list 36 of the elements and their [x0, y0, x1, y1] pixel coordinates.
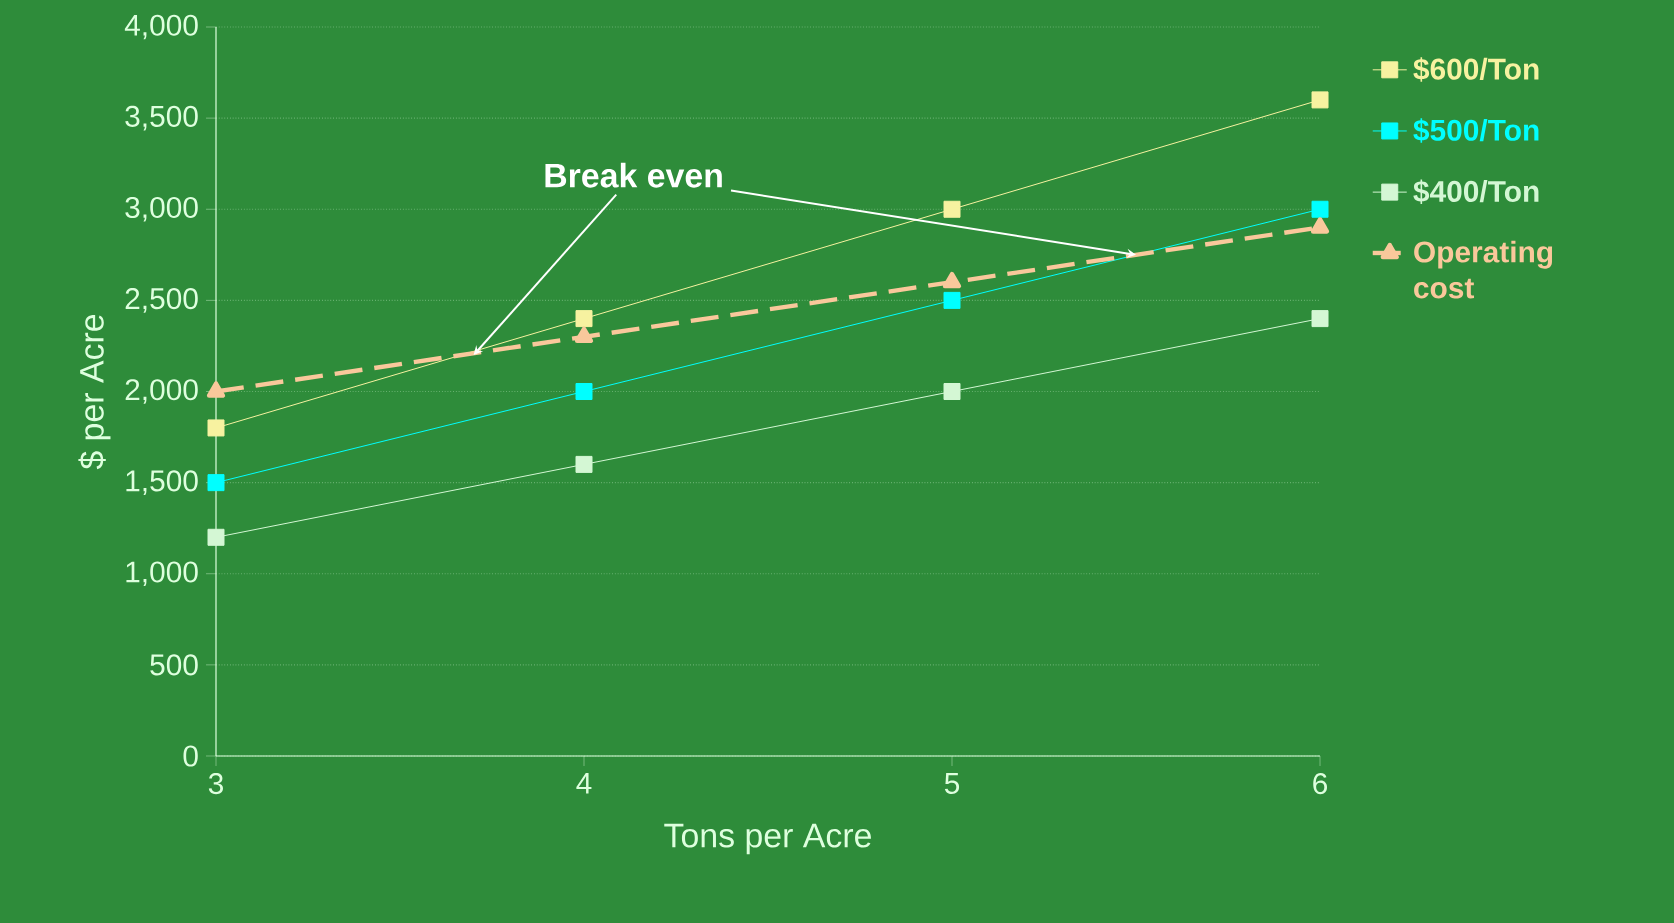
- point: [943, 291, 961, 309]
- point: [574, 326, 594, 344]
- point: [206, 381, 226, 398]
- point: [1310, 217, 1330, 234]
- point: [207, 419, 225, 437]
- legend-label: Operating cost: [1414, 240, 1553, 299]
- y-tick-label: 1,000: [126, 561, 198, 587]
- point: [1311, 91, 1329, 109]
- legend-label: $600/Ton: [1413, 57, 1539, 82]
- point: [207, 474, 225, 492]
- point: [943, 383, 961, 400]
- point: [575, 310, 593, 328]
- y-tick-label: 3,500: [125, 105, 198, 131]
- point: [1311, 310, 1329, 328]
- point: [943, 200, 961, 218]
- point: [575, 383, 593, 400]
- annotation: Break even: [545, 162, 722, 188]
- y-tick-label: 2,500: [125, 288, 198, 313]
- x-tick-label: 4: [576, 773, 592, 794]
- y-axis-title: $ per Acre: [78, 314, 111, 470]
- point: [207, 528, 225, 546]
- x-tick-label: 6: [1313, 773, 1328, 795]
- y-tick-label: 1,500: [126, 470, 198, 495]
- point: [575, 455, 593, 473]
- x-tick-label: 5: [944, 773, 960, 794]
- legend-label: $400/Ton: [1413, 179, 1539, 204]
- y-tick-label: 3,000: [125, 196, 198, 222]
- point: [1311, 200, 1329, 218]
- y-tick-label: 4,000: [124, 14, 198, 40]
- y-tick-label: 2,000: [125, 379, 198, 404]
- x-tick-label: 3: [208, 773, 223, 795]
- y-tick-label: 500: [150, 654, 198, 676]
- point: [942, 271, 962, 289]
- legend-label: $500/Ton: [1413, 118, 1539, 143]
- y-tick-label: 0: [183, 745, 198, 767]
- x-axis-title: Tons per Acre: [664, 823, 871, 855]
